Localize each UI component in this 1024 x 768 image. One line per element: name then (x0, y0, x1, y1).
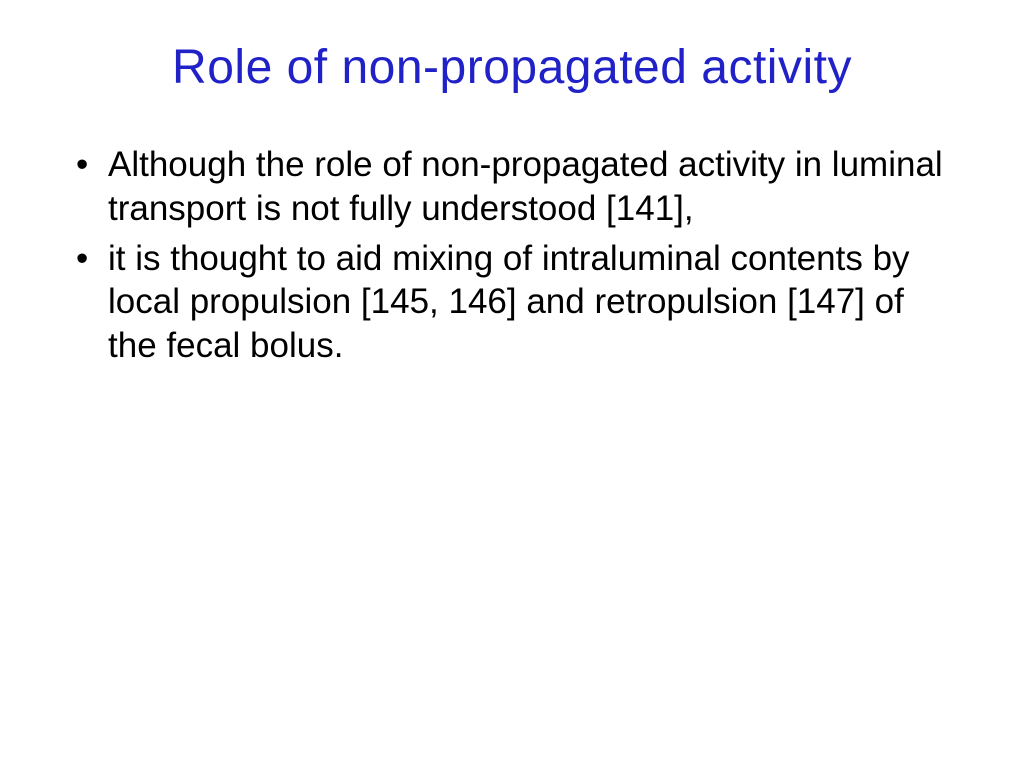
bullet-text: Although the role of non-propagated acti… (108, 145, 943, 228)
bullet-item: Although the role of non-propagated acti… (68, 143, 956, 231)
bullet-text: it is thought to aid mixing of intralumi… (108, 239, 910, 366)
slide-title: Role of non-propagated activity (68, 40, 956, 95)
slide: Role of non-propagated activity Although… (0, 0, 1024, 768)
bullet-item: it is thought to aid mixing of intralumi… (68, 237, 956, 368)
bullet-list: Although the role of non-propagated acti… (68, 143, 956, 368)
slide-body: Although the role of non-propagated acti… (68, 143, 956, 368)
